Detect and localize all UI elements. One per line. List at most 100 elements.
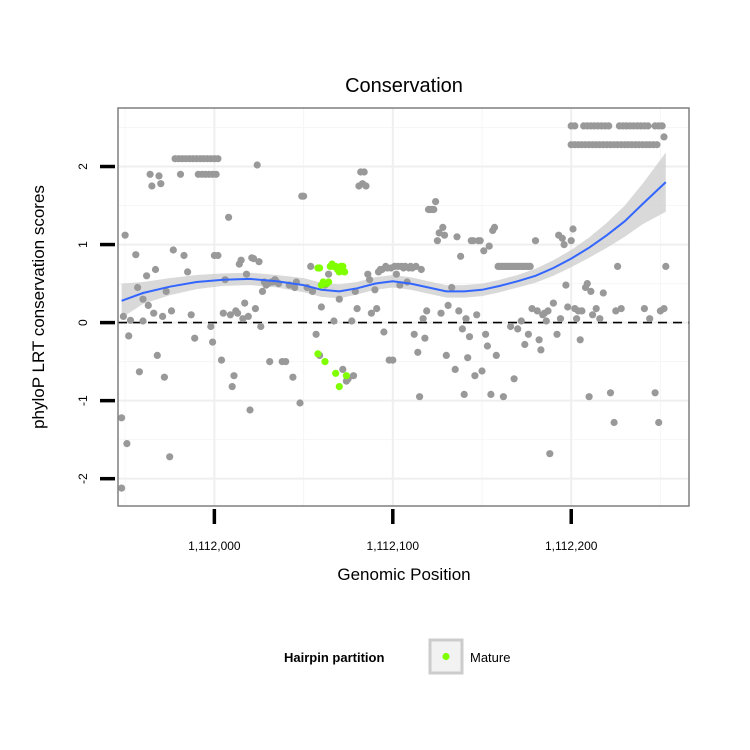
data-point <box>246 406 254 414</box>
data-point <box>373 305 381 313</box>
data-point <box>569 225 577 233</box>
data-point <box>169 246 177 254</box>
data-point <box>482 330 490 338</box>
data-point <box>460 390 468 398</box>
y-tick-label: 2 <box>76 163 90 170</box>
data-point <box>155 172 163 180</box>
data-point <box>553 330 561 338</box>
data-point <box>585 393 593 401</box>
data-point <box>207 322 215 331</box>
data-point <box>556 315 565 323</box>
data-point <box>153 351 161 359</box>
data-point <box>353 305 361 313</box>
data-point <box>423 307 431 315</box>
legend: Hairpin partition Mature <box>284 638 510 675</box>
x-tick-label: 1,112,000 <box>188 539 241 553</box>
data-point <box>531 237 540 245</box>
data-point <box>312 330 320 338</box>
data-point <box>121 231 129 239</box>
data-point <box>535 336 543 344</box>
data-point <box>432 198 440 206</box>
data-point <box>134 283 142 292</box>
data-point <box>212 170 220 178</box>
data-point <box>118 484 126 492</box>
data-point <box>191 334 199 342</box>
y-axis: -2 -1 0 1 2 <box>76 163 115 484</box>
data-point <box>230 372 238 380</box>
series-points-other <box>118 122 670 492</box>
data-point <box>419 315 427 323</box>
data-points <box>118 122 670 492</box>
data-point <box>610 418 618 427</box>
data-point <box>148 182 156 190</box>
panel-background <box>118 108 689 506</box>
data-point <box>157 180 165 188</box>
data-point <box>549 299 558 307</box>
data-point <box>209 338 217 346</box>
data-point <box>132 251 140 259</box>
data-point <box>214 251 222 260</box>
data-point <box>282 358 290 366</box>
mature-data-point <box>341 268 349 276</box>
data-point <box>366 276 374 284</box>
data-point <box>560 241 568 249</box>
x-axis: 1,112,000 1,112,100 1,112,200 <box>188 509 598 553</box>
data-point <box>526 262 534 270</box>
data-point <box>660 133 668 141</box>
data-point <box>242 270 251 278</box>
mature-data-point <box>339 262 347 270</box>
data-point <box>241 299 249 307</box>
legend-key-mature-dot <box>442 652 450 661</box>
data-point <box>317 303 325 311</box>
data-point <box>448 283 456 292</box>
data-point <box>433 237 441 245</box>
data-point <box>330 317 338 325</box>
data-point <box>605 122 613 130</box>
data-point <box>464 354 472 362</box>
data-point <box>360 168 368 176</box>
data-point <box>490 223 499 231</box>
mature-data-point <box>314 350 322 358</box>
data-point <box>564 303 572 311</box>
data-point <box>126 316 135 324</box>
data-point <box>251 305 259 313</box>
data-point <box>392 270 400 278</box>
data-point <box>437 309 445 317</box>
data-point <box>184 268 192 276</box>
plot-panel <box>117 107 690 507</box>
data-point <box>225 213 233 221</box>
data-point <box>537 346 545 354</box>
data-point <box>576 336 584 344</box>
data-point <box>255 258 263 266</box>
data-point <box>521 340 529 349</box>
data-point <box>119 312 127 320</box>
data-point <box>167 307 176 315</box>
data-point <box>658 122 666 130</box>
data-point <box>367 309 375 317</box>
data-point <box>453 233 461 241</box>
data-point <box>226 311 234 319</box>
data-point <box>335 295 343 303</box>
data-point <box>146 170 154 178</box>
data-point <box>217 356 226 364</box>
data-point <box>308 287 317 295</box>
data-point <box>483 342 491 350</box>
data-point <box>414 348 422 356</box>
data-point <box>583 280 591 288</box>
data-point <box>348 317 356 325</box>
data-point <box>455 307 463 315</box>
data-point <box>599 289 607 297</box>
data-point <box>139 317 147 325</box>
data-point <box>544 307 552 315</box>
data-point <box>485 242 493 250</box>
data-point <box>646 315 654 323</box>
data-point <box>465 333 474 341</box>
data-point <box>412 262 420 270</box>
data-point <box>524 330 533 338</box>
data-point <box>617 305 625 313</box>
data-point <box>237 256 245 264</box>
mature-data-point <box>316 264 324 272</box>
data-point <box>300 192 308 200</box>
data-point <box>380 328 388 336</box>
